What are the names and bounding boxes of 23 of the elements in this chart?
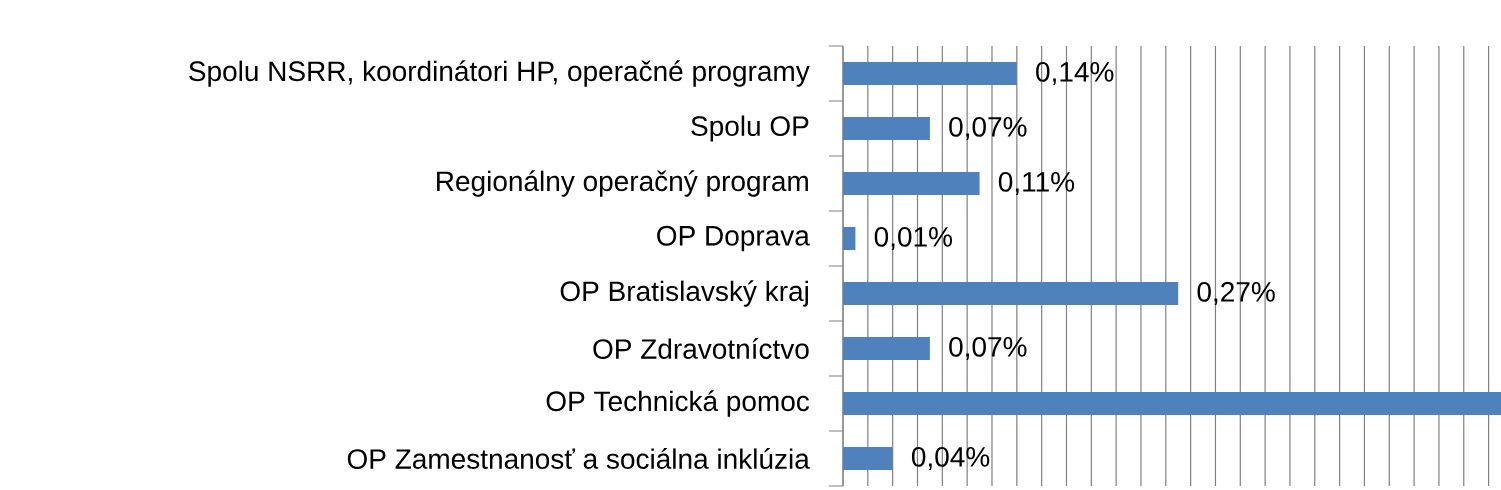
y-tick-label: OP Technická pomoc: [546, 390, 810, 417]
data-label: 0,04%: [911, 446, 990, 471]
bar: [843, 392, 1501, 416]
y-tick-label: Regionálny operačný program: [437, 170, 808, 197]
y-tick-label: OP Doprava: [657, 225, 810, 252]
data-label: 0,07%: [949, 116, 1027, 141]
y-tick-label: OP Zdravotníctvo: [593, 338, 809, 359]
data-label: 0,07%: [949, 336, 1027, 361]
data-label: 0,11%: [998, 171, 1075, 196]
bar: [843, 282, 1179, 306]
y-tick-label: OP Zamestnanosť a sociálna inklúzia: [347, 448, 810, 469]
bar: [843, 227, 856, 251]
bar: [843, 62, 1017, 86]
data-label: 0,14%: [1036, 61, 1114, 86]
bar: [843, 172, 980, 196]
bar: [843, 117, 930, 141]
data-label: 0,01%: [874, 226, 953, 251]
y-tick-label: Spolu OP: [691, 115, 809, 142]
bar: [843, 337, 930, 361]
y-tick-label: Spolu NSRR, koordinátori HP, operačné programy: [189, 60, 810, 87]
bar: [843, 447, 893, 471]
y-tick-label: OP Bratislavský kraj: [560, 280, 808, 307]
data-label: 0,27%: [1197, 281, 1275, 306]
